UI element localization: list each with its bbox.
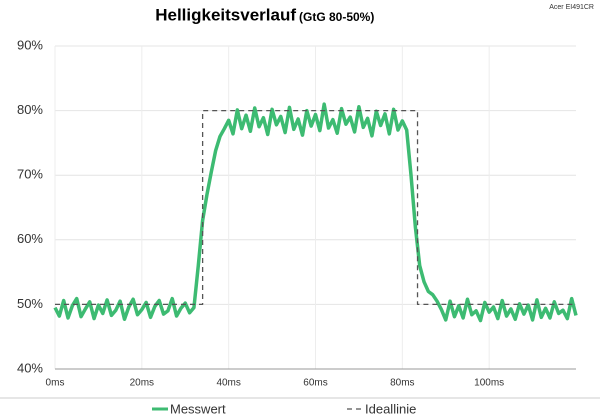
x-tick-label: 80ms: [390, 378, 414, 389]
legend-label: Messwert: [170, 401, 226, 416]
y-tick-label: 50%: [17, 296, 43, 311]
y-tick-label: 40%: [17, 360, 43, 375]
annotation: Acer EI491CR: [549, 4, 594, 11]
y-tick-label: 70%: [17, 167, 43, 182]
legend: Messwert Ideallinie: [152, 401, 416, 416]
y-tick-label: 80%: [17, 102, 43, 117]
x-tick-label: 100ms: [474, 378, 504, 389]
x-tick-label: 60ms: [303, 378, 327, 389]
series-line: [53, 102, 578, 323]
chart-title: Helligkeitsverlauf: [155, 5, 296, 24]
y-tick-label: 90%: [17, 37, 43, 52]
y-tick-label: 60%: [17, 231, 43, 246]
x-tick-label: 40ms: [216, 378, 240, 389]
series-line: [55, 109, 576, 306]
x-tick-label: 0ms: [46, 378, 65, 389]
legend-label: Ideallinie: [365, 401, 416, 416]
chart-subtitle: (GtG 80-50%): [299, 10, 374, 24]
x-tick-label: 20ms: [130, 378, 154, 389]
